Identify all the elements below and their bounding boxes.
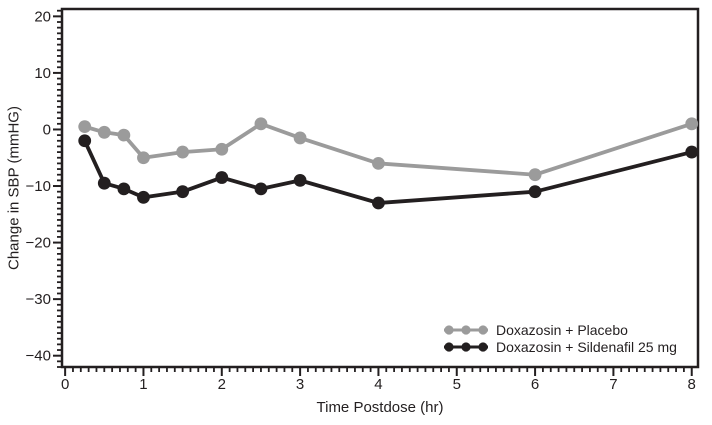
series-line [82, 121, 694, 177]
y-axis-title: Change in SBP (mmHG) [5, 106, 23, 270]
y-tick-label: 20 [34, 8, 51, 25]
x-tick-label: 2 [218, 376, 226, 393]
data-point-marker [254, 182, 268, 196]
data-point-marker [685, 117, 699, 131]
x-tick-label: 4 [374, 376, 382, 393]
data-point-marker [528, 185, 542, 199]
data-point-marker [78, 134, 92, 148]
y-tick-label: 0 [43, 121, 51, 138]
legend: Doxazosin + Placebo Doxazosin + Sildenafi… [443, 322, 677, 355]
x-tick-label: 3 [296, 376, 304, 393]
y-tick-label: −30 [26, 291, 51, 308]
x-tick-label: 5 [453, 376, 461, 393]
data-point-marker [78, 120, 92, 134]
y-tick-label: −20 [26, 235, 51, 252]
data-point-marker [372, 156, 385, 170]
data-point-marker [137, 151, 150, 165]
series-placebo [78, 117, 699, 182]
legend-label: Doxazosin + Placebo [496, 322, 628, 338]
legend-line-marker-icon [444, 342, 488, 352]
legend-item: Doxazosin + Sildenafil 25 mg [443, 339, 677, 355]
legend-label: Doxazosin + Sildenafil 25 mg [496, 339, 677, 355]
plot-frame [60, 7, 700, 369]
x-axis-title: Time Postdose (hr) [316, 399, 444, 416]
data-point-marker [685, 145, 699, 159]
y-tick-label: 10 [34, 65, 51, 82]
series-sildenafil [78, 134, 699, 210]
x-tick-label: 6 [531, 376, 539, 393]
data-point-marker [176, 185, 190, 199]
x-tick-label: 8 [688, 376, 696, 393]
data-point-marker [117, 182, 131, 196]
legend-item: Doxazosin + Placebo [443, 322, 677, 338]
data-point-marker [254, 117, 268, 131]
x-tick-label: 7 [609, 376, 617, 393]
y-axis-major-ticks: 20 10 0 −10 −20 −30 −40 [26, 8, 62, 365]
data-point-marker [293, 173, 307, 187]
data-point-marker [215, 171, 229, 184]
data-point-marker [372, 196, 385, 210]
data-point-marker [97, 125, 111, 139]
data-point-marker [117, 128, 131, 142]
y-axis-minor-ticks [57, 9, 62, 368]
x-axis-minor-ticks [72, 367, 685, 372]
legend-line-marker-icon [444, 325, 488, 335]
data-point-marker [293, 131, 307, 145]
data-point-marker [528, 168, 542, 182]
series-line [82, 138, 694, 205]
y-tick-label: −10 [26, 178, 51, 195]
data-point-marker [215, 142, 229, 156]
data-point-marker [97, 176, 111, 190]
x-tick-label: 1 [139, 376, 147, 393]
data-point-marker [176, 145, 190, 159]
x-tick-label: 0 [61, 376, 69, 393]
y-tick-label: −40 [26, 348, 51, 365]
x-axis-major-ticks: 0 1 2 3 4 5 6 7 8 [61, 367, 696, 393]
data-point-marker [137, 190, 150, 204]
